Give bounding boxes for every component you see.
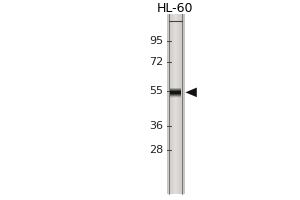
Bar <box>177 14 178 194</box>
Bar <box>174 14 175 194</box>
Bar <box>173 14 174 194</box>
Text: HL-60: HL-60 <box>157 2 194 15</box>
Bar <box>170 95 181 98</box>
Bar <box>173 14 174 194</box>
Text: 55: 55 <box>149 86 164 96</box>
Bar <box>177 14 178 194</box>
Text: 28: 28 <box>149 145 164 155</box>
Bar <box>178 14 179 194</box>
Bar <box>182 14 183 194</box>
Bar <box>174 14 175 194</box>
Bar <box>180 14 181 194</box>
Polygon shape <box>185 88 197 97</box>
Text: 95: 95 <box>149 36 164 46</box>
Bar <box>170 88 181 91</box>
Bar <box>170 94 181 97</box>
Bar <box>170 91 181 94</box>
Bar <box>170 97 181 99</box>
Bar <box>169 14 170 194</box>
Bar <box>168 14 169 194</box>
Bar <box>170 94 181 96</box>
Bar <box>171 14 172 194</box>
Bar <box>169 14 170 194</box>
Bar <box>170 88 181 90</box>
Bar <box>179 14 180 194</box>
Bar <box>172 14 173 194</box>
Text: 36: 36 <box>149 121 164 131</box>
Bar <box>170 96 181 98</box>
Bar <box>176 14 177 194</box>
Bar <box>181 14 182 194</box>
Text: 72: 72 <box>149 57 164 67</box>
Bar <box>171 14 172 194</box>
Bar <box>170 89 181 91</box>
Bar <box>170 14 171 194</box>
Bar <box>170 91 181 93</box>
Bar <box>170 86 181 88</box>
Bar <box>170 87 181 89</box>
Bar <box>170 93 181 95</box>
Bar <box>179 14 180 194</box>
Bar <box>167 14 184 194</box>
Bar <box>170 92 181 94</box>
Bar <box>170 90 181 92</box>
Bar <box>181 14 182 194</box>
Bar <box>175 14 176 194</box>
